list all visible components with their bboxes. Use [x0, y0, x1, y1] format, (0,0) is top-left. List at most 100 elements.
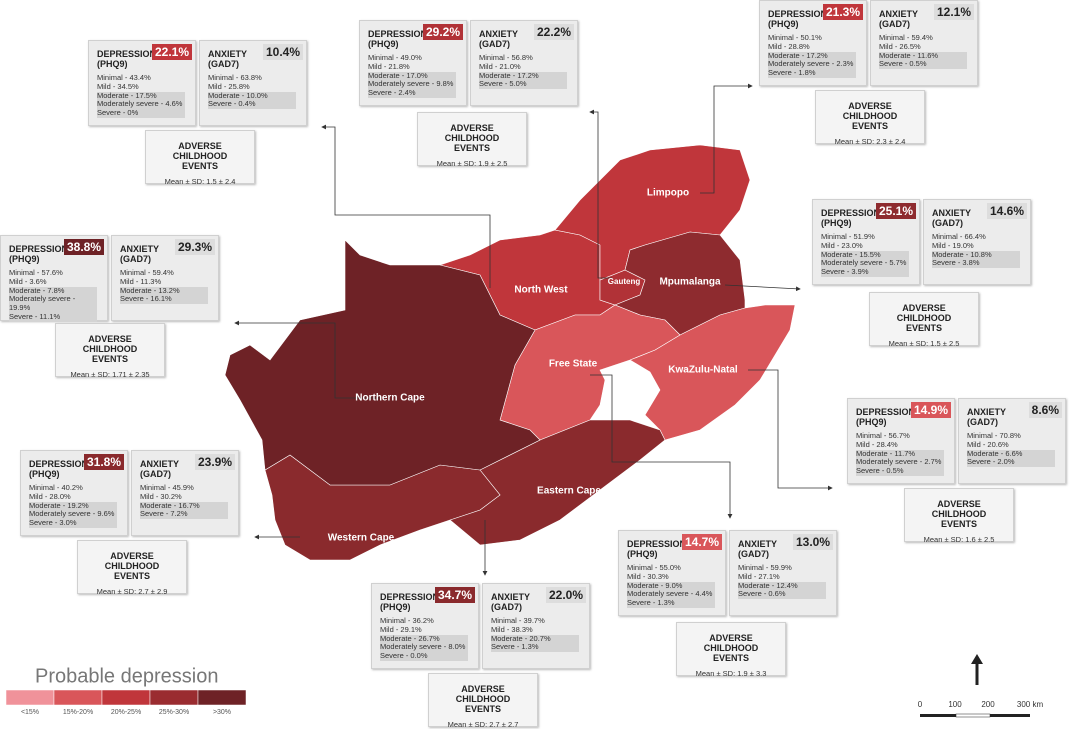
ace-box: ADVERSE CHILDHOOD EVENTS Mean ± SD: 2.7 ±… [77, 540, 187, 596]
province [554, 144, 751, 281]
breakdown-row: Severe - 0.6% [738, 590, 826, 600]
anxiety-value: 29.3% [174, 239, 215, 255]
breakdown-row: Severe - 1.3% [627, 598, 715, 608]
scale-label: 0 [918, 700, 923, 709]
breakdown-row: Moderate - 7.8% [9, 286, 97, 296]
depression-heading: DEPRESSION [821, 208, 881, 218]
depression-breakdown: Minimal - 57.6% Mild - 3.6% Moderate - 7.8… [9, 268, 107, 322]
ace-box: ADVERSE CHILDHOOD EVENTS Mean ± SD: 1.71 … [55, 323, 165, 379]
anxiety-scale: (GAD7) [738, 549, 769, 559]
breakdown-row: Severe - 7.2% [140, 510, 228, 520]
breakdown-row: Minimal - 59.4% [879, 33, 933, 42]
depression-value: 29.2% [422, 24, 463, 40]
ace-heading: ADVERSE CHILDHOOD EVENTS [455, 684, 511, 714]
connectors [234, 83, 833, 576]
breakdown-row: Moderate - 17.5% [97, 91, 185, 101]
ace-heading: ADVERSE CHILDHOOD EVENTS [172, 141, 228, 171]
breakdown-row: Minimal - 51.9% [821, 232, 875, 241]
breakdown-row: Moderate - 9.0% [627, 581, 715, 591]
breakdown-row: Minimal - 49.0% [368, 53, 422, 62]
breakdown-row: Mild - 27.1% [738, 571, 780, 581]
depression-breakdown: Minimal - 50.1% Mild - 28.8% Moderate - 17… [768, 33, 866, 78]
depression-panel: DEPRESSION (PHQ9) 22.1% Minimal - 43.4% Mild… [88, 40, 196, 126]
breakdown-row: Severe - 1.8% [768, 68, 856, 78]
breakdown-row: Moderate - 19.2% [29, 501, 117, 511]
legend-swatch [149, 689, 199, 706]
depression-scale: (PHQ9) [856, 417, 887, 427]
breakdown-row: Minimal - 40.2% [29, 483, 83, 492]
breakdown-row: Minimal - 66.4% [932, 232, 986, 241]
ace-heading: ADVERSE CHILDHOOD EVENTS [82, 334, 138, 364]
breakdown-row: Moderately severe - 4.4% [627, 590, 715, 600]
anxiety-heading: ANXIETY [491, 592, 531, 602]
anxiety-panel: ANXIETY (GAD7) 23.9% Minimal - 45.9% Mild - … [131, 450, 239, 536]
breakdown-row: Moderate - 17.2% [479, 71, 567, 81]
depression-value: 31.8% [83, 454, 124, 470]
depression-heading: DEPRESSION [9, 244, 69, 254]
breakdown-row: Mild - 19.0% [932, 240, 974, 250]
breakdown-row: Mild - 21.8% [368, 61, 410, 71]
province [224, 239, 541, 486]
depression-heading: DEPRESSION [768, 9, 828, 19]
breakdown-row: Severe - 0.5% [879, 60, 967, 70]
ace-box: ADVERSE CHILDHOOD EVENTS Mean ± SD: 1.9 ±… [676, 622, 786, 678]
depression-breakdown: Minimal - 56.7% Mild - 28.4% Moderate - 11… [856, 431, 954, 476]
breakdown-row: Moderately severe - 5.7% [821, 259, 909, 269]
province-label: North West [514, 285, 568, 296]
breakdown-row: Minimal - 39.7% [491, 616, 545, 625]
depression-panel: DEPRESSION (PHQ9) 14.7% Minimal - 55.0% Mild… [618, 530, 726, 616]
breakdown-row: Mild - 23.0% [821, 240, 863, 250]
depression-panel: DEPRESSION (PHQ9) 25.1% Minimal - 51.9% Mild… [812, 199, 920, 285]
legend-label: 20%-25% [111, 709, 141, 716]
anxiety-panel: ANXIETY (GAD7) 13.0% Minimal - 59.9% Mild - … [729, 530, 837, 616]
legend-swatch [197, 689, 247, 706]
scale-label: 200 [981, 700, 995, 709]
breakdown-row: Mild - 3.6% [9, 276, 47, 286]
anxiety-heading: ANXIETY [738, 539, 778, 549]
province-label: KwaZulu-Natal [668, 365, 738, 376]
ace-stat: Mean ± SD: 1.71 ± 2.35 [70, 370, 150, 379]
scale-label: 100 [948, 700, 962, 709]
ace-heading: ADVERSE CHILDHOOD EVENTS [842, 101, 898, 131]
province-box: DEPRESSION (PHQ9) 14.9% Minimal - 56.7% Mild… [847, 398, 1066, 484]
breakdown-row: Minimal - 43.4% [97, 73, 151, 82]
ace-stat: Mean ± SD: 1.9 ± 2.5 [436, 159, 508, 168]
ace-heading: ADVERSE CHILDHOOD EVENTS [896, 303, 952, 333]
depression-breakdown: Minimal - 51.9% Mild - 23.0% Moderate - 15… [821, 232, 919, 277]
breakdown-row: Severe - 0.0% [380, 651, 468, 661]
depression-breakdown: Minimal - 43.4% Mild - 34.5% Moderate - 17… [97, 73, 195, 118]
anxiety-scale: (GAD7) [140, 469, 171, 479]
province-label: Eastern Cape [537, 486, 601, 497]
depression-value: 34.7% [434, 587, 475, 603]
ace-box: ADVERSE CHILDHOOD EVENTS Mean ± SD: 1.5 ±… [869, 292, 979, 348]
anxiety-value: 10.4% [262, 44, 303, 60]
breakdown-row: Moderate - 10.8% [932, 250, 1020, 260]
province-box: DEPRESSION (PHQ9) 25.1% Minimal - 51.9% Mild… [812, 199, 1031, 285]
north-arrow [971, 654, 983, 685]
ace-box: ADVERSE CHILDHOOD EVENTS Mean ± SD: 1.9 ±… [417, 112, 527, 168]
breakdown-row: Minimal - 59.9% [738, 563, 792, 572]
legend-swatch [5, 689, 55, 706]
breakdown-row: Severe - 0.4% [208, 100, 296, 110]
map-labels: North West Gauteng Limpopo Mpumalanga KwaZul… [328, 188, 738, 544]
ace-stat: Mean ± SD: 1.5 ± 2.5 [888, 339, 960, 348]
ace-heading: ADVERSE CHILDHOOD EVENTS [703, 633, 759, 663]
anxiety-heading: ANXIETY [967, 407, 1007, 417]
breakdown-row: Moderate - 17.0% [368, 71, 456, 81]
breakdown-row: Severe - 3.8% [932, 259, 1020, 269]
province-label: Northern Cape [355, 393, 425, 404]
breakdown-row: Moderate - 6.6% [967, 449, 1055, 459]
depression-scale: (PHQ9) [9, 254, 40, 264]
depression-value: 21.3% [822, 4, 863, 20]
breakdown-row: Minimal - 59.4% [120, 268, 174, 277]
breakdown-row: Moderately severe - 2.7% [856, 458, 944, 468]
anxiety-value: 8.6% [1028, 402, 1062, 418]
breakdown-row: Moderately severe - 19.9% [9, 295, 97, 313]
depression-scale: (PHQ9) [627, 549, 658, 559]
depression-heading: DEPRESSION [380, 592, 440, 602]
depression-heading: DEPRESSION [97, 49, 157, 59]
depression-scale: (PHQ9) [380, 602, 411, 612]
breakdown-row: Moderate - 20.7% [491, 634, 579, 644]
depression-value: 14.9% [910, 402, 951, 418]
ace-box: ADVERSE CHILDHOOD EVENTS Mean ± SD: 2.3 ±… [815, 90, 925, 146]
